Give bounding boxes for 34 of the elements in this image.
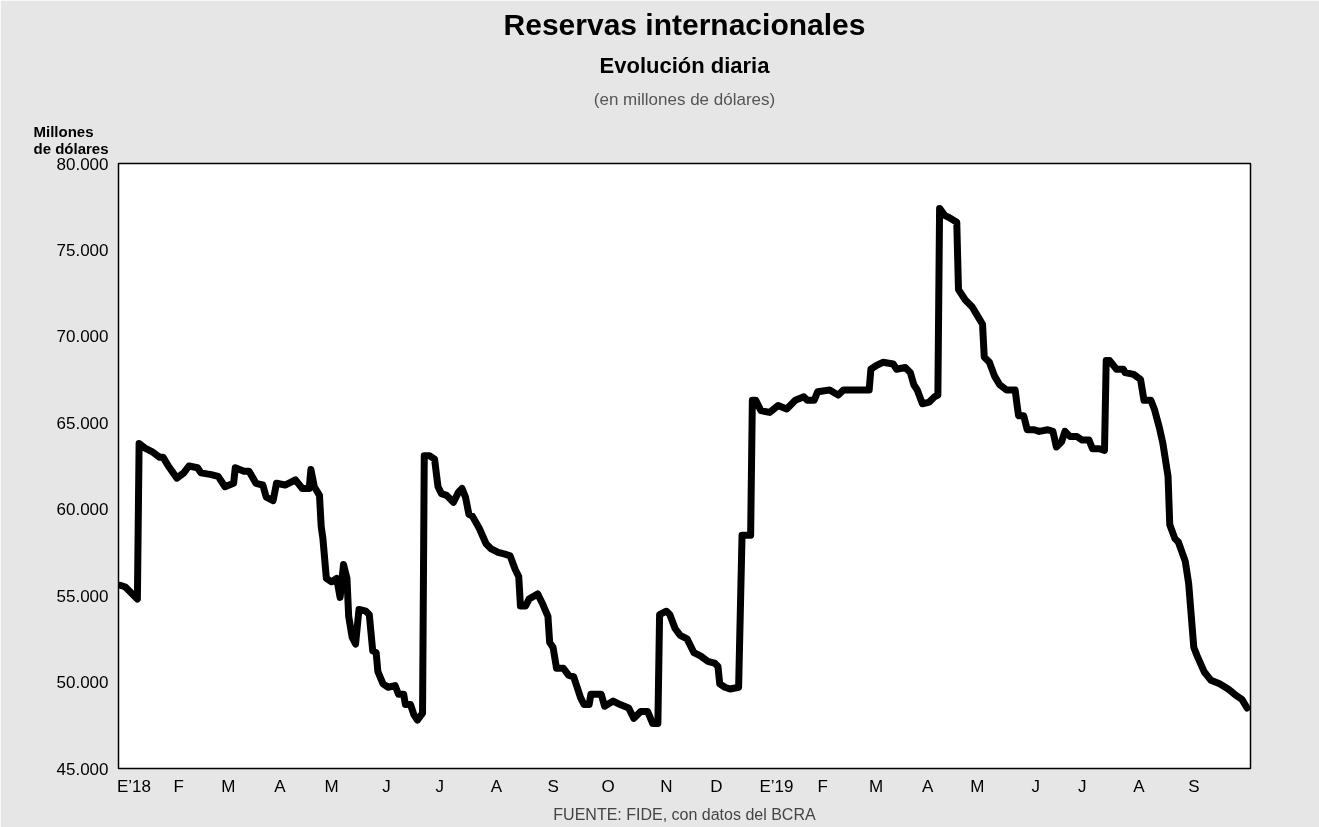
x-tick-label: D [710,776,723,796]
x-tick-label: J [435,776,444,796]
y-tick-label: 60.000 [56,500,109,520]
x-tick-label: N [660,776,673,796]
x-tick-label: M [970,776,985,796]
x-tick-label: S [1188,776,1200,796]
x-tick-label: F [173,776,184,796]
x-tick-label: A [921,776,934,796]
y-tick-label: 80.000 [56,154,109,174]
x-tick-label: A [490,776,503,796]
x-tick-label: J [1077,776,1087,796]
y-tick-label: 45.000 [56,759,109,779]
x-tick-label: O [601,776,615,796]
y-tick-label: 55.000 [56,586,109,606]
x-tick-label: S [547,776,559,796]
x-tick-label: J [1031,776,1041,796]
x-tick-label: M [868,776,884,796]
x-tick-label: M [324,776,339,796]
y-tick-label: 50.000 [56,673,109,693]
y-tick-label: 70.000 [56,327,109,347]
y-tick-label: 75.000 [56,240,109,260]
y-axis-title: Millones de dólares [33,122,109,157]
x-tick-label: E’18 [116,776,151,796]
source-note: FUENTE: FIDE, con datos del BCRA [553,805,816,823]
x-tick-label: E’19 [759,776,794,796]
x-tick-label: M [221,776,236,796]
x-tick-label: A [1133,776,1146,796]
text: (en millones de dólares) [593,89,776,109]
chart-title: Reservas internacionales [503,7,866,41]
chart-subtitle: Evolución diaria [599,52,771,78]
y-tick-label: 65.000 [56,413,109,433]
x-tick-label: A [274,776,287,796]
x-tick-label: F [817,776,828,796]
x-tick-label: J [382,776,391,796]
